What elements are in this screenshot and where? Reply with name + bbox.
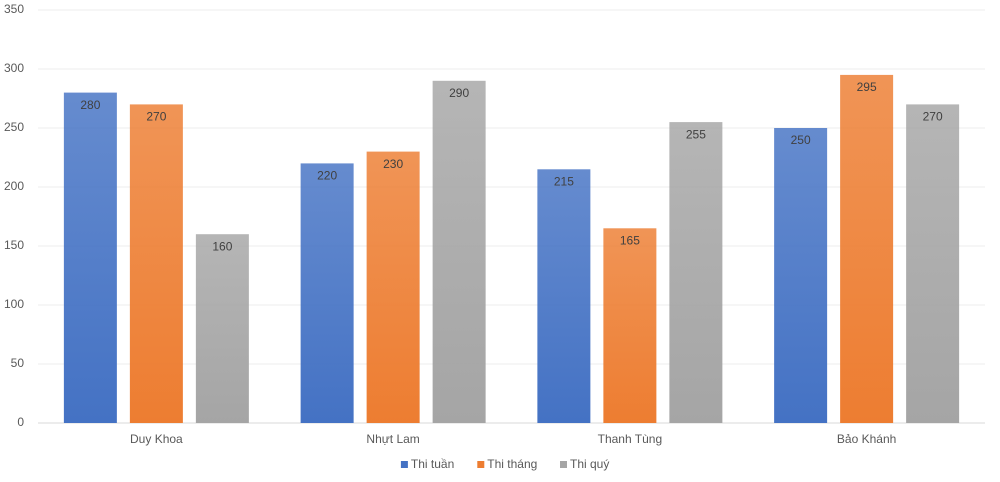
x-tick-label: Bảo Khánh <box>837 432 896 446</box>
data-label: 165 <box>620 233 640 247</box>
y-tick-label: 0 <box>17 415 24 429</box>
legend-swatch <box>560 461 567 468</box>
data-label: 290 <box>449 86 469 100</box>
y-tick-label: 150 <box>4 238 24 252</box>
legend-label: Thi quý <box>570 457 609 471</box>
legend-swatch <box>400 461 408 468</box>
bar <box>774 128 828 423</box>
data-label: 270 <box>146 110 166 124</box>
bar <box>669 122 723 423</box>
bar <box>840 74 894 424</box>
y-tick-label: 200 <box>4 179 24 193</box>
y-tick-label: 50 <box>11 356 25 370</box>
data-label: 295 <box>857 80 877 94</box>
data-label: 270 <box>923 110 943 124</box>
bar <box>300 163 354 423</box>
bar <box>195 234 249 423</box>
y-tick-label: 250 <box>4 120 24 134</box>
y-tick-label: 350 <box>4 2 24 16</box>
bar <box>537 169 591 423</box>
data-label: 250 <box>791 133 811 147</box>
legend-swatch <box>477 461 485 468</box>
bar <box>432 80 486 424</box>
bar <box>129 104 183 424</box>
data-label: 280 <box>80 98 100 112</box>
data-label: 215 <box>554 174 574 188</box>
legend-label: Thi tháng <box>487 457 537 471</box>
data-label: 220 <box>317 169 337 183</box>
bar <box>906 104 960 424</box>
x-tick-label: Thanh Tùng <box>598 432 663 446</box>
data-label: 255 <box>686 127 706 141</box>
data-label: 160 <box>212 239 232 253</box>
y-tick-label: 300 <box>4 61 24 75</box>
x-tick-label: Duy Khoa <box>130 432 183 446</box>
legend-label: Thi tuần <box>411 457 454 471</box>
data-label: 230 <box>383 157 403 171</box>
x-tick-label: Nhựt Lam <box>366 432 419 446</box>
bar <box>63 92 117 423</box>
y-tick-label: 100 <box>4 297 24 311</box>
bar <box>366 151 420 423</box>
bar <box>603 228 657 423</box>
